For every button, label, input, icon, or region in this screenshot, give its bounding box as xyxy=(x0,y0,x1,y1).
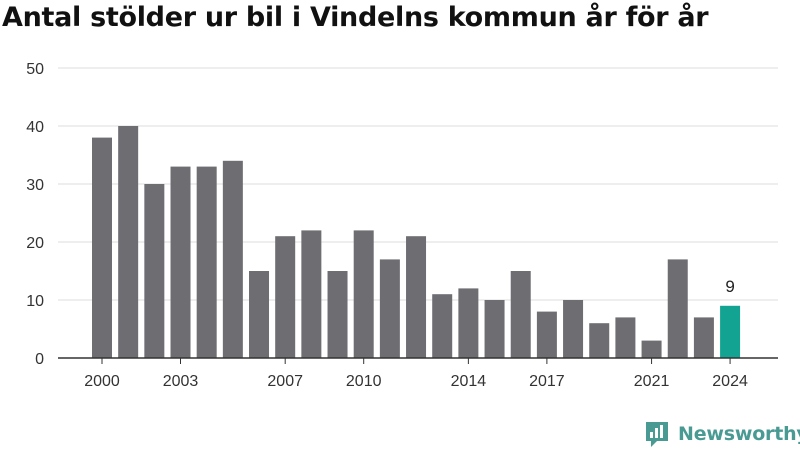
bar-2007[interactable] xyxy=(275,236,296,358)
y-tick-label: 10 xyxy=(26,293,44,310)
y-tick-label: 20 xyxy=(26,235,44,252)
bar-2014[interactable] xyxy=(458,288,479,358)
x-tick-label: 2017 xyxy=(529,373,565,390)
chart-title: Antal stölder ur bil i Vindelns kommun å… xyxy=(2,2,709,33)
bar-2023[interactable] xyxy=(693,317,714,358)
bar-2016[interactable] xyxy=(510,271,531,358)
bar-2013[interactable] xyxy=(432,294,453,358)
bar-2004[interactable] xyxy=(196,166,217,358)
y-tick-label: 40 xyxy=(26,119,44,136)
x-tick-label: 2024 xyxy=(712,373,748,390)
y-tick-label: 50 xyxy=(26,61,44,78)
bar-2024[interactable] xyxy=(720,305,741,358)
bar-2019[interactable] xyxy=(589,323,610,358)
y-axis-ticks: 0 10 20 30 40 50 xyxy=(26,61,44,368)
bar-2006[interactable] xyxy=(249,271,270,358)
x-tick-label: 2021 xyxy=(634,373,670,390)
data-label-2024: 9 xyxy=(725,277,734,296)
bar-2000[interactable] xyxy=(92,137,112,358)
bar-2021[interactable] xyxy=(641,340,662,358)
bar-chart: 0 10 20 30 40 50 2000 2003 2007 2010 2014 2017 2021… xyxy=(26,61,778,390)
bar-2022[interactable] xyxy=(667,259,688,358)
x-tick-label: 2000 xyxy=(84,373,120,390)
x-tick-label: 2010 xyxy=(346,373,382,390)
bar-2017[interactable] xyxy=(536,311,557,358)
newsworthy-logo-icon xyxy=(646,422,668,447)
y-tick-label: 30 xyxy=(26,177,44,194)
y-tick-label: 0 xyxy=(35,351,44,368)
bars xyxy=(92,126,741,358)
x-axis-ticks: 2000 2003 2007 2010 2014 2017 2021 2024 xyxy=(84,358,748,390)
newsworthy-brand-text: Newsworthy xyxy=(678,423,800,445)
data-labels: 9 xyxy=(725,277,734,296)
x-tick-label: 2007 xyxy=(267,373,303,390)
x-tick-label: 2003 xyxy=(163,373,199,390)
bar-2010[interactable] xyxy=(353,230,374,358)
x-tick-label: 2014 xyxy=(451,373,487,390)
bar-2012[interactable] xyxy=(406,236,427,358)
bar-2002[interactable] xyxy=(144,184,165,358)
bar-2005[interactable] xyxy=(222,160,243,358)
bar-2018[interactable] xyxy=(563,300,584,358)
bar-2011[interactable] xyxy=(379,259,400,358)
bar-2001[interactable] xyxy=(118,126,139,358)
bar-2015[interactable] xyxy=(484,300,505,358)
bar-2020[interactable] xyxy=(615,317,636,358)
bar-2009[interactable] xyxy=(327,271,348,358)
bar-2003[interactable] xyxy=(170,166,191,358)
newsworthy-logo[interactable]: Newsworthy xyxy=(644,420,800,448)
bar-2008[interactable] xyxy=(301,230,322,358)
